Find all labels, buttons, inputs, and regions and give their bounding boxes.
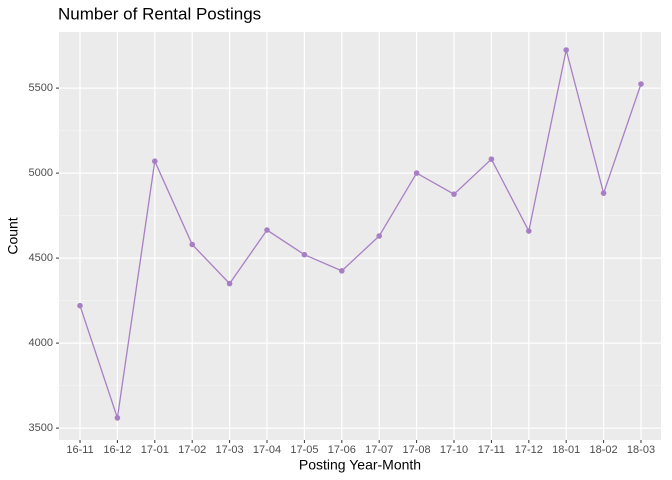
point bbox=[413, 170, 420, 176]
point bbox=[301, 251, 308, 258]
point bbox=[226, 280, 233, 287]
y-tick-label: 4500 bbox=[29, 252, 53, 264]
x-tick-label: 17-05 bbox=[290, 444, 318, 456]
x-tick-label: 17-08 bbox=[403, 444, 431, 456]
x-tick-label: 18-02 bbox=[590, 444, 618, 456]
x-tick-label: 18-01 bbox=[552, 444, 580, 456]
y-axis-title: Count bbox=[5, 217, 21, 254]
point bbox=[638, 81, 644, 87]
point bbox=[488, 156, 495, 162]
x-tick-label: 17-01 bbox=[141, 444, 169, 456]
point bbox=[451, 191, 457, 197]
x-tick-label: 16-11 bbox=[66, 444, 93, 456]
panel bbox=[59, 32, 661, 440]
x-tick-label: 17-06 bbox=[328, 444, 356, 456]
point bbox=[526, 228, 532, 234]
line bbox=[79, 49, 642, 419]
point bbox=[339, 268, 345, 274]
y-tick-label: 5500 bbox=[29, 82, 53, 94]
point bbox=[600, 190, 607, 196]
y-tick-label: 3500 bbox=[29, 422, 53, 434]
point bbox=[189, 241, 195, 248]
y-tick-label: 4000 bbox=[29, 337, 53, 349]
point bbox=[77, 302, 83, 309]
point bbox=[563, 47, 569, 53]
point bbox=[264, 227, 270, 233]
x-tick-label: 17-07 bbox=[365, 444, 393, 456]
chart-title: Number of Rental Postings bbox=[58, 4, 261, 23]
x-tick-label: 17-10 bbox=[440, 444, 468, 456]
point bbox=[376, 233, 383, 239]
x-tick-label: 17-11 bbox=[478, 444, 505, 456]
point bbox=[114, 415, 121, 421]
x-tick-label: 17-02 bbox=[178, 444, 206, 456]
x-tick-label: 17-12 bbox=[515, 444, 543, 456]
x-tick-label: 16-12 bbox=[103, 444, 131, 456]
x-axis-title: Posting Year-Month bbox=[299, 457, 421, 473]
x-tick-label: 18-03 bbox=[627, 444, 655, 456]
x-tick-label: 17-04 bbox=[253, 444, 281, 456]
y-tick-label: 5000 bbox=[29, 167, 53, 179]
point bbox=[152, 158, 158, 164]
x-tick-label: 17-03 bbox=[216, 444, 244, 456]
